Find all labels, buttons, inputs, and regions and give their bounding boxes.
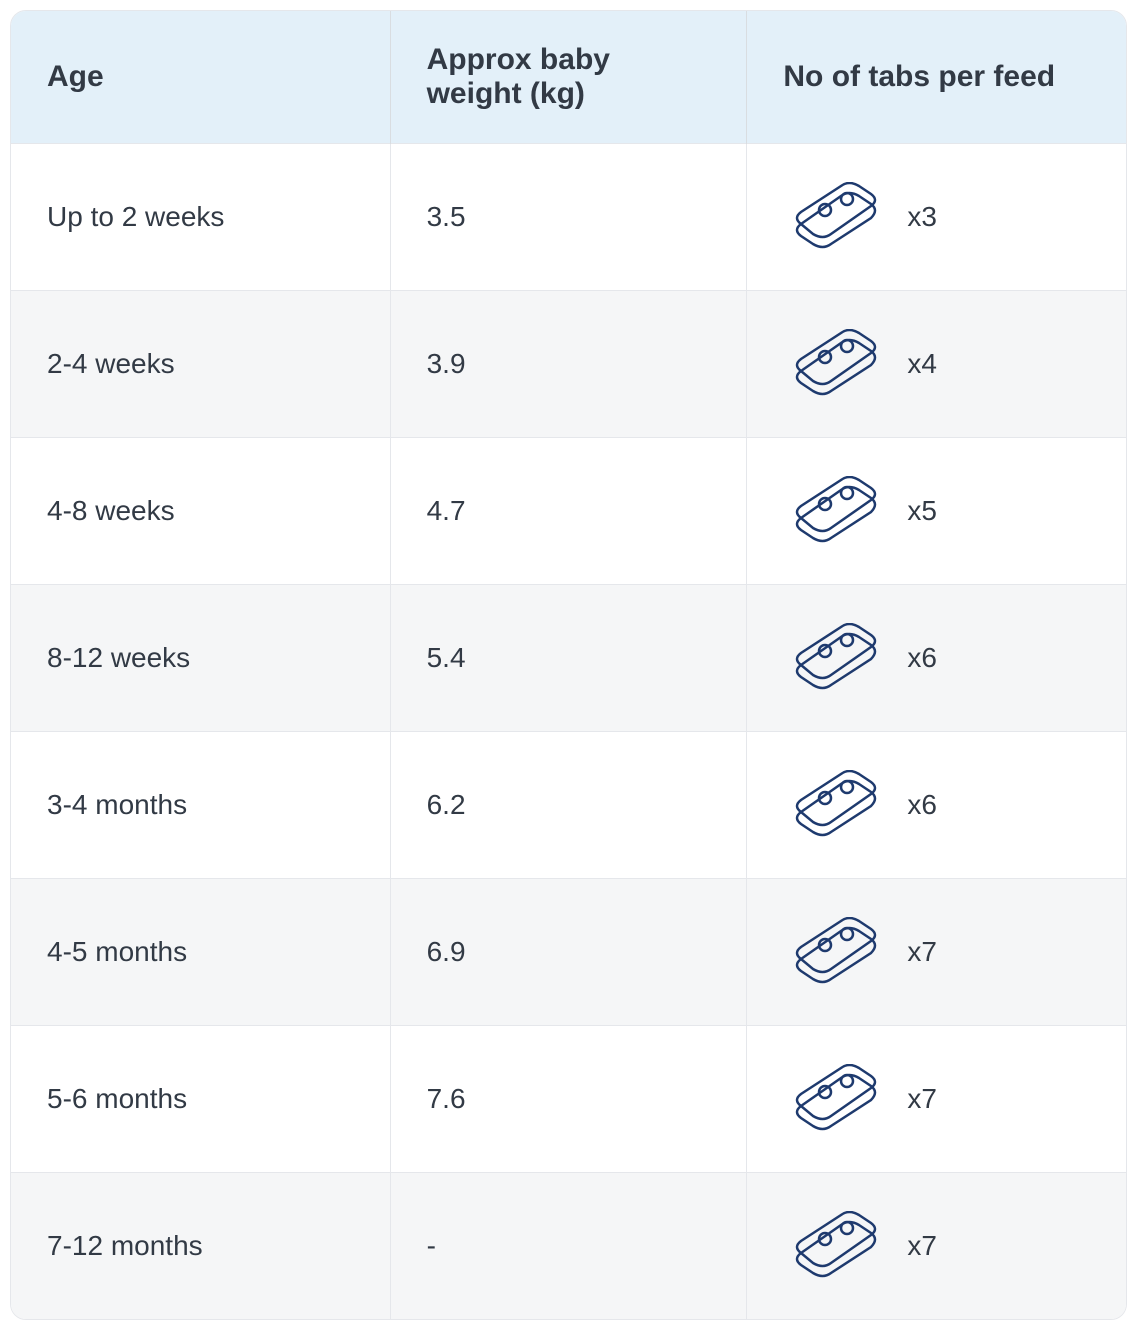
- table-row: 4-5 months 6.9 x7: [11, 879, 1126, 1026]
- tab-count: x7: [907, 936, 937, 968]
- tablet-icon: [783, 770, 883, 840]
- tabs-cell: x5: [747, 438, 1126, 585]
- table-header-row: Age Approx baby weight (kg) No of tabs p…: [11, 11, 1126, 144]
- tab-count: x6: [907, 789, 937, 821]
- tab-count: x4: [907, 348, 937, 380]
- age-cell: Up to 2 weeks: [11, 144, 390, 291]
- tab-count: x7: [907, 1230, 937, 1262]
- table-row: Up to 2 weeks 3.5 x3: [11, 144, 1126, 291]
- tab-count: x3: [907, 201, 937, 233]
- tabs-cell: x4: [747, 291, 1126, 438]
- tab-count: x5: [907, 495, 937, 527]
- tabs-cell: x3: [747, 144, 1126, 291]
- age-cell: 3-4 months: [11, 732, 390, 879]
- tabs-cell: x6: [747, 732, 1126, 879]
- tabs-cell: x7: [747, 879, 1126, 1026]
- weight-cell: 5.4: [390, 585, 747, 732]
- weight-cell: 6.2: [390, 732, 747, 879]
- table-row: 5-6 months 7.6 x7: [11, 1026, 1126, 1173]
- tablet-icon: [783, 623, 883, 693]
- column-header-weight: Approx baby weight (kg): [390, 11, 747, 144]
- tablet-icon: [783, 329, 883, 399]
- tablet-icon: [783, 917, 883, 987]
- table-row: 2-4 weeks 3.9 x4: [11, 291, 1126, 438]
- table-row: 4-8 weeks 4.7 x5: [11, 438, 1126, 585]
- tabs-cell: x7: [747, 1026, 1126, 1173]
- column-header-age: Age: [11, 11, 390, 144]
- age-cell: 5-6 months: [11, 1026, 390, 1173]
- age-cell: 2-4 weeks: [11, 291, 390, 438]
- weight-cell: 7.6: [390, 1026, 747, 1173]
- age-cell: 8-12 weeks: [11, 585, 390, 732]
- weight-cell: 3.5: [390, 144, 747, 291]
- age-cell: 4-8 weeks: [11, 438, 390, 585]
- tablet-icon: [783, 1064, 883, 1134]
- tabs-cell: x7: [747, 1173, 1126, 1320]
- weight-cell: 6.9: [390, 879, 747, 1026]
- tab-count: x6: [907, 642, 937, 674]
- weight-cell: 4.7: [390, 438, 747, 585]
- table-body: Up to 2 weeks 3.5 x3 2-4 weeks: [11, 144, 1126, 1320]
- feeding-table: Age Approx baby weight (kg) No of tabs p…: [10, 10, 1127, 1320]
- weight-cell: -: [390, 1173, 747, 1320]
- tabs-cell: x6: [747, 585, 1126, 732]
- table-row: 3-4 months 6.2 x6: [11, 732, 1126, 879]
- column-header-tabs: No of tabs per feed: [747, 11, 1126, 144]
- table: Age Approx baby weight (kg) No of tabs p…: [11, 11, 1126, 1319]
- tab-count: x7: [907, 1083, 937, 1115]
- tablet-icon: [783, 1211, 883, 1281]
- age-cell: 7-12 months: [11, 1173, 390, 1320]
- tablet-icon: [783, 182, 883, 252]
- table-row: 7-12 months - x7: [11, 1173, 1126, 1320]
- tablet-icon: [783, 476, 883, 546]
- weight-cell: 3.9: [390, 291, 747, 438]
- age-cell: 4-5 months: [11, 879, 390, 1026]
- table-row: 8-12 weeks 5.4 x6: [11, 585, 1126, 732]
